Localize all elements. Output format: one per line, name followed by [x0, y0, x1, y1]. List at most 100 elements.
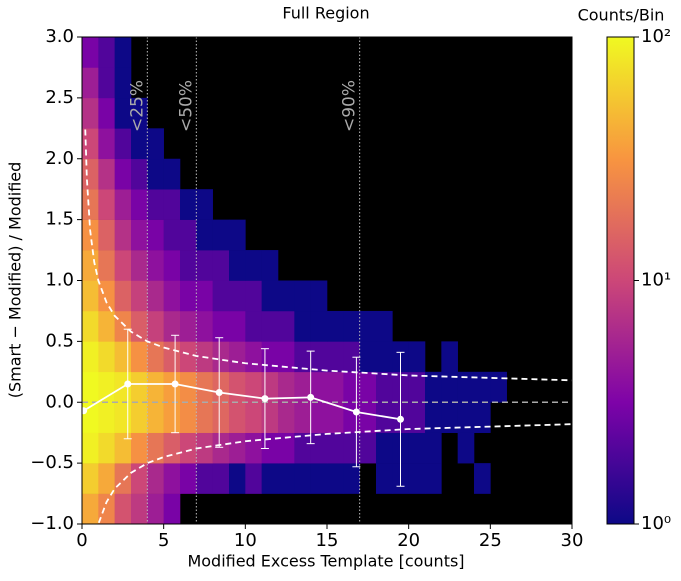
- heatmap-cell: [196, 219, 213, 251]
- heatmap-cell: [278, 432, 295, 464]
- x-tick-label: 20: [397, 530, 420, 551]
- x-tick-label: 25: [479, 530, 502, 551]
- heatmap-cell: [131, 158, 148, 190]
- heatmap-cell: [261, 371, 279, 403]
- heatmap-cell: [441, 371, 458, 403]
- heatmap-cell: [82, 67, 99, 99]
- heatmap-cell: [376, 432, 393, 464]
- heatmap-cell: [114, 250, 132, 281]
- heatmap-cell: [114, 432, 132, 464]
- heatmap-cell: [114, 189, 132, 220]
- mean-point: [261, 395, 269, 403]
- heatmap-cell: [82, 310, 99, 342]
- heatmap-cell: [163, 250, 181, 281]
- heatmap-cell: [245, 371, 262, 403]
- heatmap-cell: [408, 371, 426, 403]
- heatmap-cell: [147, 341, 164, 373]
- heatmap-cell: [376, 341, 393, 373]
- heatmap-cell: [359, 432, 377, 464]
- heatmap-cell: [180, 341, 197, 373]
- heatmap-cell: [294, 371, 311, 403]
- heatmap-cell: [114, 402, 132, 433]
- heatmap-cell: [163, 310, 181, 342]
- heatmap-cell: [278, 402, 295, 433]
- heatmap-cell: [327, 432, 344, 464]
- heatmap-cell: [327, 402, 344, 433]
- heatmap-cell: [278, 310, 295, 342]
- heatmap-cell: [131, 341, 148, 373]
- x-tick-label: 15: [316, 530, 339, 551]
- heatmap-cell: [82, 250, 99, 281]
- heatmap-cell: [327, 341, 344, 373]
- heatmap-cell: [212, 280, 230, 312]
- heatmap-cell: [147, 280, 164, 312]
- y-tick-label: 2.5: [45, 87, 74, 108]
- heatmap-cell: [261, 463, 279, 494]
- heatmap-cell: [180, 463, 197, 494]
- heatmap-cell: [147, 463, 164, 494]
- heatmap-cell: [229, 219, 246, 251]
- heatmap-cell: [261, 250, 279, 281]
- y-tick-label: 0.5: [45, 330, 74, 351]
- heatmap-cell: [278, 463, 295, 494]
- y-tick-label: 1.5: [45, 209, 74, 230]
- heatmap-cell: [147, 310, 164, 342]
- heatmap-cell: [180, 310, 197, 342]
- heatmap-cell: [310, 432, 328, 464]
- heatmap-cell: [131, 128, 148, 160]
- heatmap-cell: [294, 432, 311, 464]
- heatmap-cell: [163, 432, 181, 464]
- heatmap-cell: [229, 371, 246, 403]
- heatmap-cell: [82, 97, 99, 129]
- heatmap-cell: [163, 158, 181, 190]
- heatmap-cell: [98, 128, 115, 160]
- heatmap-cell: [278, 341, 295, 373]
- heatmap-cell: [98, 402, 115, 433]
- heatmap-cell: [261, 432, 279, 464]
- heatmap-cell: [131, 219, 148, 251]
- x-axis-label: Modified Excess Template [counts]: [187, 552, 464, 571]
- heatmap-cell: [82, 371, 99, 403]
- x-tick-label: 0: [76, 530, 87, 551]
- heatmap-cell: [408, 463, 426, 494]
- heatmap-cell: [98, 97, 115, 129]
- heatmap-cell: [343, 432, 360, 464]
- heatmap-cell: [343, 310, 360, 342]
- heatmap-cell: [310, 310, 328, 342]
- mean-point: [397, 415, 404, 423]
- heatmap-cell: [229, 310, 246, 342]
- heatmap-cell: [245, 402, 262, 433]
- heatmap-cell: [212, 402, 230, 433]
- heatmap-cell: [310, 402, 328, 433]
- heatmap-cell: [98, 219, 115, 251]
- heatmap-cell: [131, 493, 148, 524]
- heatmap-cell: [147, 493, 164, 524]
- heatmap-cell: [147, 219, 164, 251]
- heatmap-cell: [98, 158, 115, 190]
- y-tick-label: −0.5: [30, 452, 74, 473]
- heatmap-cell: [114, 280, 132, 312]
- heatmap-cell: [82, 341, 99, 373]
- heatmap-cell: [180, 250, 197, 281]
- heatmap-cell: [82, 493, 99, 524]
- heatmap-cell: [294, 341, 311, 373]
- heatmap-cell: [114, 493, 132, 524]
- heatmap-cell: [294, 402, 311, 433]
- heatmap-cell: [82, 37, 99, 68]
- heatmap-cell: [147, 402, 164, 433]
- mean-point: [82, 407, 88, 415]
- heatmap-cell: [425, 371, 442, 403]
- heatmap-cell: [82, 158, 99, 190]
- heatmap-cell: [98, 280, 115, 312]
- colorbar-tick-label: 10¹: [641, 270, 671, 291]
- heatmap-cell: [114, 67, 132, 99]
- y-tick-label: −1.0: [30, 513, 74, 534]
- heatmap-cell: [229, 463, 246, 494]
- envelope-curve: [97, 423, 572, 524]
- heatmap-cell: [163, 189, 181, 220]
- heatmap-cell: [147, 371, 164, 403]
- heatmap-cell: [212, 341, 230, 373]
- heatmap-cell: [490, 371, 507, 403]
- heatmap-cell: [294, 463, 311, 494]
- heatmap-cell: [474, 371, 491, 403]
